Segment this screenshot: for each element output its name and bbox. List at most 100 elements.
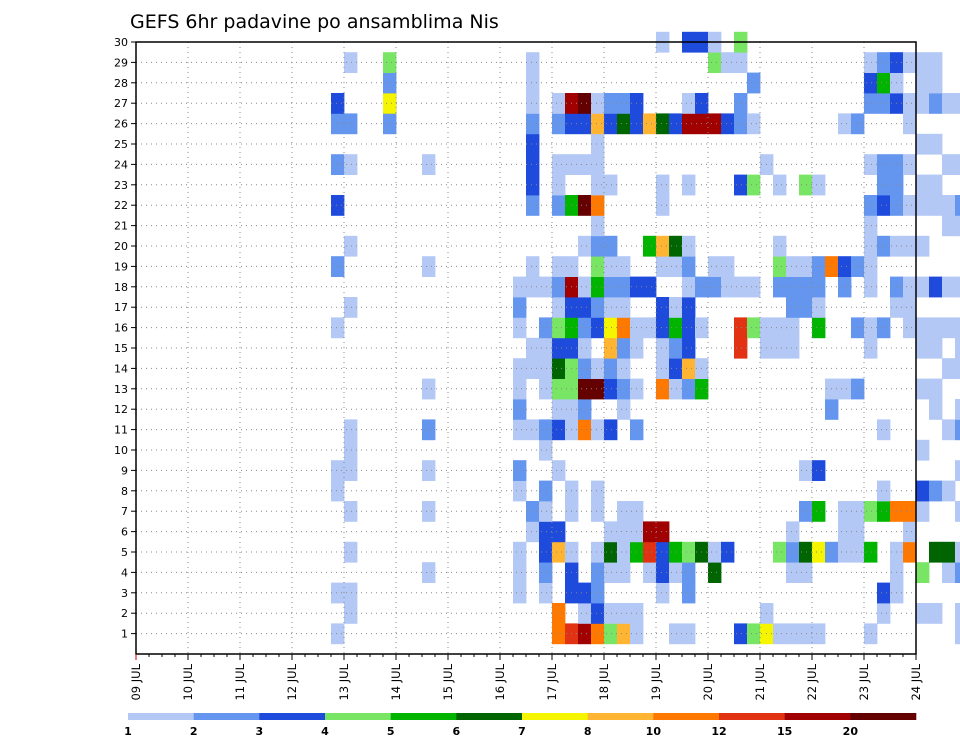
heatmap-cell — [851, 317, 865, 339]
heatmap-cell — [812, 317, 826, 339]
colorbar-swatch — [325, 713, 391, 720]
heatmap-cell — [864, 72, 878, 94]
heatmap-cell — [552, 358, 566, 379]
heatmap-cell — [903, 195, 917, 216]
heatmap-cell — [331, 256, 345, 277]
heatmap-cell — [877, 154, 891, 175]
y-tick-label: 20 — [114, 240, 128, 253]
heatmap-cell — [617, 501, 631, 522]
heatmap-cell — [669, 256, 683, 277]
heatmap-cell — [929, 276, 943, 298]
heatmap-cell — [864, 235, 878, 257]
y-tick-label: 25 — [114, 138, 128, 151]
heatmap-cell — [643, 562, 657, 583]
heatmap-cell — [578, 623, 592, 645]
heatmap-cell — [383, 93, 397, 114]
heatmap-cell — [942, 317, 956, 339]
colorbar-label: 1 — [124, 725, 132, 738]
heatmap-cell — [838, 541, 852, 563]
heatmap-cell — [604, 297, 618, 318]
heatmap-cell — [604, 93, 618, 114]
heatmap-cell — [708, 256, 722, 277]
x-tick-label: 20 JUL — [701, 663, 715, 700]
heatmap-cell — [877, 501, 891, 522]
heatmap-cell — [903, 235, 917, 257]
heatmap-cell — [526, 133, 540, 155]
heatmap-cell — [669, 235, 683, 257]
heatmap-cell — [773, 623, 787, 645]
heatmap-cell — [539, 501, 553, 522]
heatmap-cell — [539, 562, 553, 583]
heatmap-cell — [916, 603, 930, 624]
heatmap-cell — [955, 399, 960, 420]
heatmap-cell — [812, 623, 826, 645]
heatmap-cell — [786, 541, 800, 563]
heatmap-cell — [526, 501, 540, 522]
heatmap-cell — [578, 276, 592, 298]
heatmap-cell — [916, 501, 930, 522]
heatmap-cell — [851, 256, 865, 277]
heatmap-cell — [734, 623, 748, 645]
y-tick-label: 13 — [114, 383, 128, 396]
heatmap-cell — [877, 195, 891, 216]
heatmap-cell — [552, 378, 566, 400]
heatmap-cell — [955, 276, 960, 298]
heatmap-cell — [955, 623, 960, 645]
heatmap-cell — [955, 358, 960, 379]
heatmap-cell — [877, 317, 891, 339]
heatmap-cell — [422, 460, 436, 481]
heatmap-cell — [604, 541, 618, 563]
heatmap-cell — [942, 215, 956, 237]
heatmap-cell — [747, 72, 761, 94]
heatmap-cell — [344, 235, 358, 257]
heatmap-cell — [344, 52, 358, 73]
heatmap-cell — [682, 276, 696, 298]
heatmap-cell — [617, 603, 631, 624]
heatmap-cell — [331, 460, 345, 481]
heatmap-cell — [526, 358, 540, 379]
heatmap-cell — [955, 419, 960, 441]
heatmap-cell — [513, 358, 527, 379]
colorbar-label: 7 — [518, 725, 526, 738]
heatmap-cell — [786, 256, 800, 277]
heatmap-cell — [591, 541, 605, 563]
heatmap-cell — [721, 276, 735, 298]
heatmap-cell — [526, 52, 540, 73]
heatmap-cell — [864, 215, 878, 237]
heatmap-cell — [526, 93, 540, 114]
colorbar-swatch — [587, 713, 654, 720]
heatmap-cell — [903, 541, 917, 563]
heatmap-cell — [799, 460, 813, 481]
colorbar-swatch — [522, 713, 588, 720]
heatmap-cell — [552, 419, 566, 441]
heatmap-cell — [344, 154, 358, 175]
heatmap-cell — [799, 297, 813, 318]
heatmap-cell — [864, 195, 878, 216]
y-tick-label: 23 — [114, 179, 128, 192]
heatmap-cell — [903, 113, 917, 135]
heatmap-cell — [916, 562, 930, 583]
heatmap-cell — [331, 154, 345, 175]
y-tick-label: 18 — [114, 281, 128, 294]
heatmap-cell — [526, 276, 540, 298]
heatmap-cell — [864, 93, 878, 114]
heatmap-cell — [877, 480, 891, 502]
y-tick-label: 6 — [121, 526, 128, 539]
heatmap-cell — [786, 623, 800, 645]
heatmap-cell — [682, 541, 696, 563]
heatmap-cell — [682, 235, 696, 257]
heatmap-cell — [604, 174, 618, 196]
heatmap-cell — [682, 113, 696, 135]
heatmap-cell — [344, 113, 358, 135]
heatmap-cell — [591, 603, 605, 624]
heatmap-cell — [513, 541, 527, 563]
heatmap-cell — [734, 174, 748, 196]
x-tick-label: 15 JUL — [441, 663, 455, 700]
heatmap-cell — [422, 154, 436, 175]
heatmap-cell — [604, 562, 618, 583]
heatmap-cell — [929, 317, 943, 339]
heatmap-cell — [708, 52, 722, 73]
heatmap-cell — [864, 317, 878, 339]
heatmap-cell — [799, 174, 813, 196]
heatmap-cell — [591, 623, 605, 645]
